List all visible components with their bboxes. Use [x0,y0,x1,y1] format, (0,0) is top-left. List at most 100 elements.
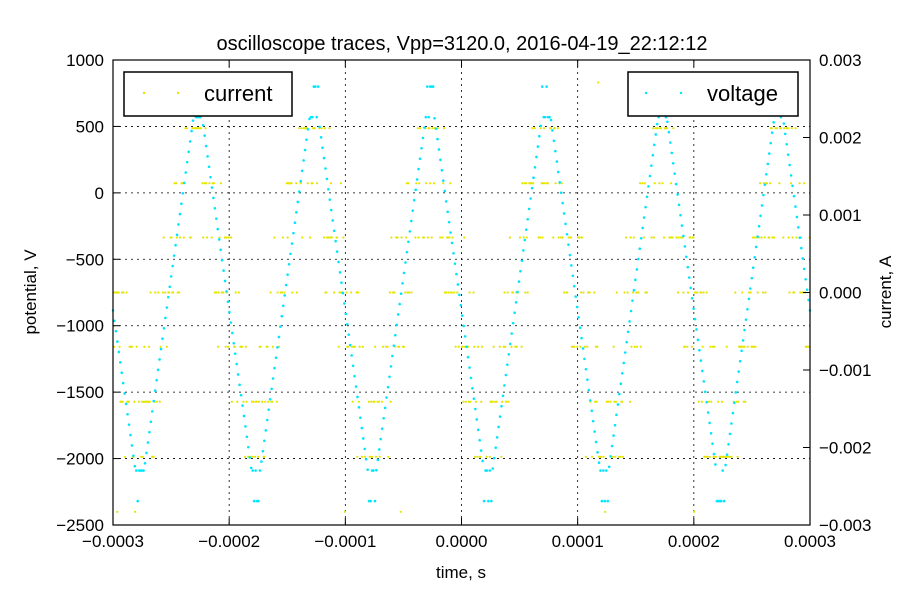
current-point [782,236,785,239]
voltage-point [297,190,301,193]
current-point [257,455,260,458]
voltage-point [759,214,762,218]
current-point [701,345,704,348]
current-point [432,182,436,185]
voltage-point [340,281,343,285]
current-point [271,345,275,348]
voltage-point [615,413,618,417]
current-point [171,291,175,294]
current-point [391,291,395,294]
voltage-point [172,254,176,257]
current-point [584,455,587,458]
voltage-point [628,320,631,323]
voltage-point [607,465,611,469]
current-point [711,345,714,348]
current-point [763,236,766,239]
voltage-point [667,130,671,134]
voltage-point [315,115,319,119]
voltage-point [507,352,511,356]
voltage-point [283,294,287,297]
voltage-point [593,430,596,433]
current-point [542,182,545,185]
current-point [472,291,475,294]
voltage-point [650,164,653,167]
voltage-point [488,469,492,472]
current-point [789,182,793,185]
voltage-point [239,393,243,397]
voltage-point [460,314,464,317]
current-point [503,291,506,294]
voltage-point [805,288,809,291]
voltage-point [587,388,591,392]
voltage-point [299,179,303,183]
current-point [398,345,401,348]
current-point [328,127,331,130]
current-point [641,182,644,185]
current-point [127,400,130,403]
current-point [123,455,127,458]
voltage-point [613,423,617,427]
voltage-point [319,136,323,139]
voltage-point [359,416,362,420]
voltage-point [529,197,532,200]
voltage-point [498,415,502,418]
voltage-point [740,349,743,353]
current-point [491,400,494,403]
current-point [563,291,566,294]
current-point [399,510,402,513]
current-point [518,236,522,239]
current-point [498,345,501,348]
voltage-point [395,323,399,327]
y2-tick-label: 0.001 [819,206,862,225]
current-point [240,345,244,348]
current-point [149,291,152,294]
current-point [501,400,504,403]
voltage-point [535,155,538,159]
voltage-point [229,321,233,324]
voltage-point [767,152,771,155]
voltage-point [353,374,356,378]
current-point [185,127,189,130]
voltage-point [334,239,337,243]
current-point [749,291,752,294]
current-point [154,291,157,294]
voltage-point [347,333,351,336]
current-point [573,345,576,348]
voltage-point [223,279,227,283]
voltage-point [495,436,499,439]
current-point [611,455,615,458]
voltage-point [497,425,500,429]
voltage-point [604,469,608,472]
voltage-point [583,357,586,361]
voltage-point [244,425,247,428]
voltage-point [679,213,682,217]
current-point [782,127,786,130]
y2-tick-label: 0.002 [819,129,862,148]
voltage-point [145,451,148,455]
current-point [410,291,413,294]
current-point [418,127,422,130]
voltage-point [385,396,388,399]
current-point [164,291,167,294]
voltage-point [735,380,739,384]
voltage-point [412,198,416,202]
current-point [795,236,798,239]
voltage-point [377,448,381,451]
voltage-point [210,186,214,189]
current-point [530,182,533,185]
voltage-point [645,195,649,199]
current-point [352,345,355,348]
current-point [244,345,247,348]
voltage-point [313,85,317,88]
current-point [133,400,136,403]
current-point [652,236,656,239]
voltage-point [150,410,154,413]
voltage-point [564,222,567,226]
voltage-point [321,146,324,150]
current-point [260,400,264,403]
voltage-point [354,385,358,388]
voltage-point [572,284,576,288]
voltage-point [698,348,701,352]
current-point [597,81,600,84]
current-point [295,182,298,185]
